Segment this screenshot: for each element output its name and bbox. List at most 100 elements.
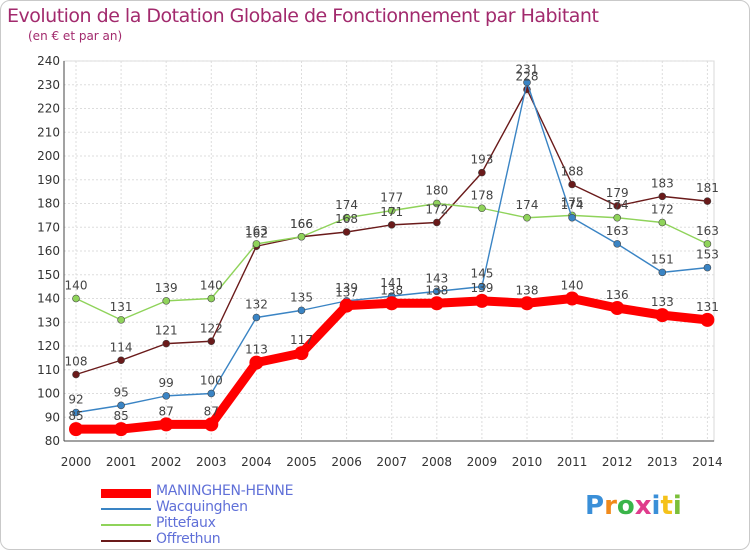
logo-letter: o bbox=[616, 491, 635, 521]
point-1-13 bbox=[658, 268, 667, 277]
point-1-4 bbox=[252, 313, 261, 322]
point-0-5 bbox=[294, 346, 309, 361]
point-2-8 bbox=[432, 199, 441, 208]
data-label-3-0: 108 bbox=[65, 355, 88, 369]
y-tick-label: 240 bbox=[37, 54, 60, 68]
point-2-9 bbox=[478, 204, 486, 213]
data-label-1-2: 99 bbox=[159, 376, 174, 390]
point-2-13 bbox=[658, 218, 667, 227]
data-label-1-7: 141 bbox=[380, 276, 403, 290]
data-label-2-8: 180 bbox=[425, 184, 448, 198]
point-0-11 bbox=[565, 291, 580, 306]
point-0-0 bbox=[69, 422, 83, 437]
data-label-3-6: 168 bbox=[335, 212, 358, 226]
data-label-2-4: 163 bbox=[245, 224, 268, 238]
data-label-2-3: 140 bbox=[200, 279, 223, 293]
data-label-0-9: 139 bbox=[470, 281, 493, 295]
data-label-1-0: 92 bbox=[68, 393, 83, 407]
proxiti-logo: Proxiti bbox=[585, 491, 682, 521]
point-1-14 bbox=[703, 263, 712, 272]
point-0-4 bbox=[249, 355, 264, 370]
data-label-1-5: 135 bbox=[290, 290, 313, 304]
data-label-2-6: 174 bbox=[335, 198, 358, 212]
x-tick-label: 2011 bbox=[557, 455, 588, 469]
data-label-2-2: 139 bbox=[155, 281, 178, 295]
point-0-12 bbox=[610, 301, 625, 315]
data-label-2-5: 166 bbox=[290, 217, 313, 231]
legend-swatch bbox=[101, 524, 151, 526]
data-label-3-10: 228 bbox=[516, 70, 539, 84]
point-0-10 bbox=[520, 296, 534, 311]
data-label-0-1: 85 bbox=[113, 409, 128, 423]
data-label-0-11: 140 bbox=[561, 279, 584, 293]
point-2-0 bbox=[72, 294, 80, 303]
data-label-1-6: 139 bbox=[335, 281, 358, 295]
data-label-0-2: 87 bbox=[159, 404, 174, 418]
x-tick-label: 2012 bbox=[602, 455, 633, 469]
y-tick-label: 130 bbox=[37, 315, 60, 329]
x-tick-label: 2002 bbox=[151, 455, 182, 469]
y-tick-label: 80 bbox=[45, 434, 60, 448]
x-tick-label: 2007 bbox=[376, 455, 407, 469]
x-tick-label: 2010 bbox=[512, 455, 543, 469]
point-2-4 bbox=[252, 240, 261, 248]
logo-letter: P bbox=[585, 491, 605, 521]
data-label-1-12: 163 bbox=[606, 224, 629, 238]
x-tick-label: 2013 bbox=[647, 455, 678, 469]
logo-letter: r bbox=[604, 491, 617, 521]
data-label-0-6: 137 bbox=[335, 286, 358, 300]
point-0-2 bbox=[159, 417, 174, 432]
data-labels: 85 85 87 87 113 117 137 138 138 139 138 140 136 133 13… bbox=[65, 62, 719, 423]
point-2-6 bbox=[342, 213, 351, 222]
point-0-7 bbox=[384, 296, 399, 311]
point-3-11 bbox=[568, 180, 576, 189]
logo-letter: x bbox=[634, 491, 652, 521]
axes: 8090100110120130140150160170180190200210… bbox=[37, 54, 723, 469]
chart-subtitle: (en € et par an) bbox=[28, 29, 123, 43]
data-label-2-1: 131 bbox=[110, 300, 133, 314]
point-2-1 bbox=[117, 316, 125, 324]
y-tick-label: 160 bbox=[37, 244, 60, 258]
y-tick-label: 180 bbox=[37, 197, 60, 211]
point-3-12 bbox=[613, 202, 622, 210]
x-tick-label: 2000 bbox=[61, 455, 92, 469]
data-label-2-0: 140 bbox=[65, 279, 88, 293]
logo-letter: i bbox=[672, 491, 682, 521]
data-label-3-1: 114 bbox=[110, 340, 133, 354]
data-label-3-12: 179 bbox=[606, 186, 629, 200]
point-2-2 bbox=[162, 297, 170, 305]
data-label-3-14: 181 bbox=[696, 181, 719, 195]
data-label-0-7: 138 bbox=[380, 283, 403, 297]
y-tick-label: 150 bbox=[37, 268, 60, 282]
logo-letter: i bbox=[651, 491, 661, 521]
data-label-3-9: 193 bbox=[470, 153, 493, 167]
point-1-5 bbox=[297, 306, 306, 315]
data-label-1-8: 143 bbox=[425, 271, 448, 285]
data-label-2-10: 174 bbox=[516, 198, 539, 212]
data-label-3-8: 172 bbox=[425, 203, 448, 217]
data-label-2-12: 174 bbox=[606, 198, 629, 212]
point-1-10 bbox=[523, 78, 531, 87]
data-label-1-1: 95 bbox=[113, 385, 128, 399]
point-2-3 bbox=[207, 294, 216, 303]
y-tick-label: 90 bbox=[45, 410, 60, 424]
point-2-10 bbox=[523, 213, 531, 222]
point-3-6 bbox=[342, 228, 351, 236]
data-label-1-3: 100 bbox=[200, 374, 223, 388]
data-label-0-14: 131 bbox=[696, 300, 719, 314]
legend-label: Pittefaux bbox=[156, 515, 216, 531]
logo-letter: t bbox=[660, 491, 673, 521]
chart-title: Evolution de la Dotation Globale de Fonc… bbox=[7, 5, 599, 27]
point-1-9 bbox=[478, 282, 486, 291]
point-1-0 bbox=[72, 408, 80, 417]
data-label-2-9: 178 bbox=[470, 188, 493, 202]
legend-swatch bbox=[101, 540, 151, 542]
point-0-6 bbox=[339, 298, 354, 313]
data-label-2-11: 175 bbox=[561, 195, 584, 209]
data-label-1-13: 151 bbox=[651, 252, 674, 266]
y-tick-label: 220 bbox=[37, 102, 60, 116]
point-1-11 bbox=[568, 213, 576, 222]
y-tick-label: 190 bbox=[37, 173, 60, 187]
